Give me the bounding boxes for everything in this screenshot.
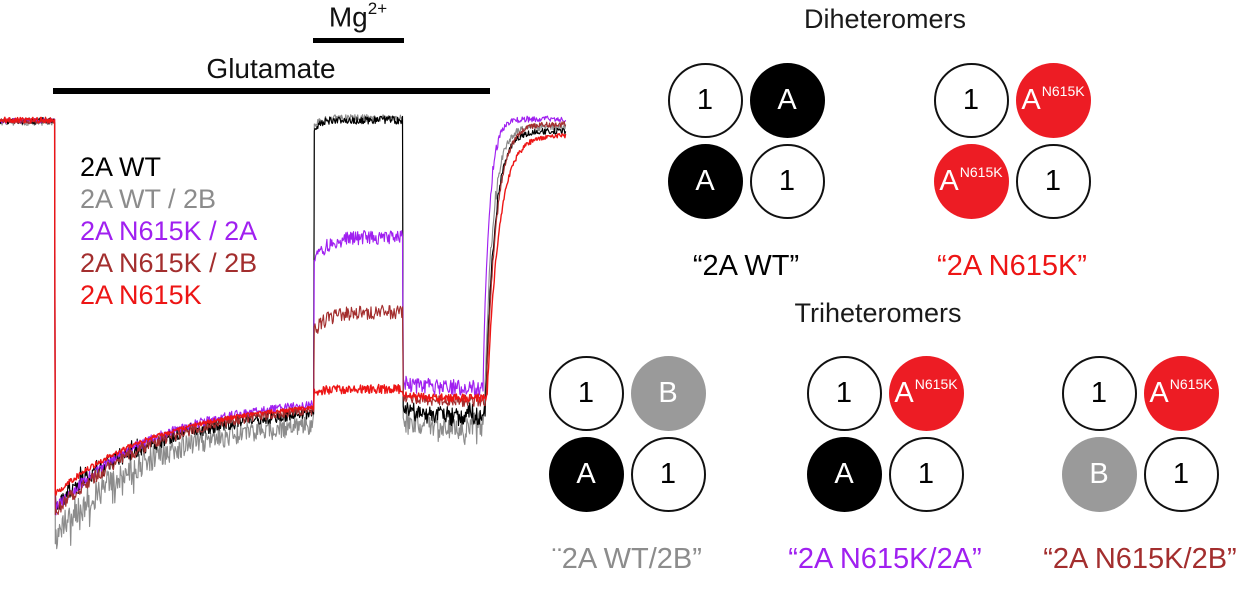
group-caption-2a-n615k: “2A N615K” (937, 250, 1087, 282)
subunit-letter: 1 (1090, 376, 1108, 409)
trace-legend: 2A WT 2A WT / 2B 2A N615K / 2A 2A N615K / 2… (80, 151, 257, 311)
glutamate-bar (53, 88, 490, 94)
legend-item-2a-wt: 2A WT (80, 152, 162, 182)
legend-item-2a-n615k-2a: 2A N615K / 2A (80, 216, 258, 246)
section-title-triheteromers: Triheteromers (794, 298, 962, 328)
subunit-circle-glun1: 1 (667, 62, 743, 138)
subunit-circle-glun2a: A (749, 62, 825, 138)
subunit-letter: A (939, 164, 959, 197)
subunit-mutation-superscript: N615K (959, 164, 1003, 180)
subunit-circle-glun2a-n615k: A N615K (1015, 62, 1091, 138)
subunit-circle-glun1: 1 (806, 355, 882, 431)
subunit-letter: 1 (835, 376, 853, 409)
mg-bar (313, 38, 404, 43)
subunit-circle-glun2a-n615k: A N615K (888, 355, 964, 431)
subunit-circle-glun1: 1 (1143, 436, 1219, 512)
subunit-circle-glun2a-n615k: A N615K (1143, 355, 1219, 431)
subunit-letter: 1 (696, 83, 714, 116)
mg-label-text: Mg (328, 1, 368, 33)
subunit-letter: A (1021, 83, 1041, 116)
subunit-mutation-superscript: N615K (1041, 83, 1085, 99)
trace-2a-wt (0, 115, 567, 510)
subunit-letter: A (894, 376, 914, 409)
subunit-circle-glun1: 1 (1015, 143, 1091, 219)
subunit-circle-glun1: 1 (1061, 355, 1137, 431)
group-caption-2a-wt: “2A WT” (692, 250, 800, 282)
subunit-circle-glun1: 1 (749, 143, 825, 219)
subunit-letter: 1 (1044, 164, 1062, 197)
subunit-letter: A (1149, 376, 1169, 409)
legend-item-2a-n615k-2b: 2A N615K / 2B (80, 248, 258, 278)
group-caption-2a-n615k-2b: “2A N615K/2B” (1043, 543, 1237, 575)
subunit-letter: 1 (962, 83, 980, 116)
subunit-circle-glun1: 1 (933, 62, 1009, 138)
subunit-circle-glun2a: A (667, 143, 743, 219)
subunit-circle-glun2b: B (630, 355, 706, 431)
legend-item-2a-wt-2b: 2A WT / 2B (80, 184, 217, 214)
subunit-circle-glun2a: A (806, 436, 882, 512)
subunit-letter: 1 (577, 376, 595, 409)
section-title-diheteromers: Diheteromers (803, 4, 967, 34)
group-caption-2a-wt-2b: ¨2A WT/2B” (552, 543, 702, 575)
subunit-letter: A (834, 457, 854, 490)
subunit-mutation-superscript: N615K (1169, 376, 1213, 392)
subunit-circle-glun2a-n615k: A N615K (933, 143, 1009, 219)
subunit-mutation-superscript: N615K (914, 376, 958, 392)
subunit-letter: B (658, 376, 678, 409)
trace-2a-wt-2b (0, 114, 567, 550)
subunit-circle-glun2a: A (548, 436, 624, 512)
mg-superscript: 2+ (367, 0, 388, 18)
subunit-letter: A (777, 83, 797, 116)
subunit-circle-glun1: 1 (548, 355, 624, 431)
subunit-letter: B (1089, 457, 1109, 490)
glutamate-label: Glutamate (206, 53, 336, 84)
legend-item-2a-n615k: 2A N615K (80, 280, 202, 310)
group-caption-2a-n615k-2a: “2A N615K/2A” (788, 543, 982, 575)
mg-label: Mg2+ (328, 0, 388, 33)
subunit-circle-glun1: 1 (888, 436, 964, 512)
subunit-letter: 1 (917, 457, 935, 490)
subunit-letter: 1 (659, 457, 677, 490)
subunit-circle-glun1: 1 (630, 436, 706, 512)
subunit-circle-glun2b: B (1061, 436, 1137, 512)
subunit-letter: 1 (1172, 457, 1190, 490)
subunit-letter: A (576, 457, 596, 490)
subunit-letter: A (695, 164, 715, 197)
subunit-letter: 1 (778, 164, 796, 197)
trace-2a-n615k (0, 116, 567, 496)
